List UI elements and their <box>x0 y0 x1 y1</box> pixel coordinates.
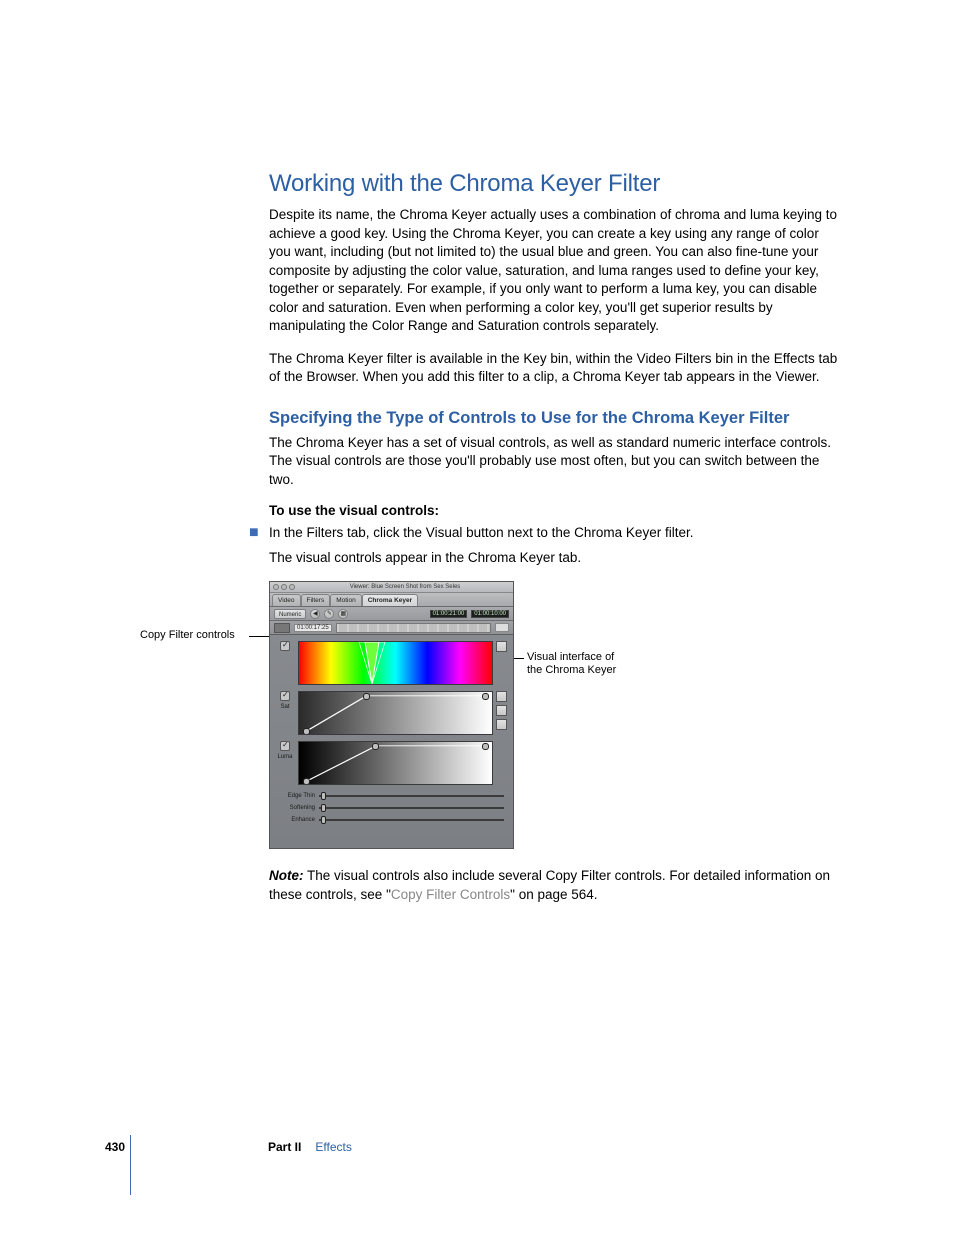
part-label: Part II <box>268 1140 301 1154</box>
tab-video[interactable]: Video <box>272 594 301 606</box>
luma-handle-low[interactable] <box>303 778 310 785</box>
sat-handle-low[interactable] <box>303 728 310 735</box>
callout-right: Visual interface of the Chroma Keyer <box>527 651 616 677</box>
page-number: 430 <box>105 1140 268 1154</box>
callout-right-line1: Visual interface of <box>527 651 614 663</box>
callout-right-line <box>514 658 524 659</box>
luma-handle-high[interactable] <box>482 743 489 750</box>
slider-label-softening: Softening <box>277 805 315 811</box>
slider-knob-softening[interactable] <box>321 804 326 812</box>
eyedropper-icon[interactable]: ✎ <box>324 609 334 619</box>
hue-side-button-1[interactable] <box>496 641 507 652</box>
page-footer: 430 Part II Effects <box>105 1140 845 1154</box>
key-toggle-icon[interactable]: ▦ <box>338 609 348 619</box>
nav-prev-icon[interactable]: ◀ <box>310 609 320 619</box>
slider-track-softening[interactable] <box>319 807 504 809</box>
instruction-heading: To use the visual controls: <box>269 503 839 518</box>
slider-track-edge-thin[interactable] <box>319 795 504 797</box>
slider-track-enhance[interactable] <box>319 819 504 821</box>
heading-main: Working with the Chroma Keyer Filter <box>269 170 839 198</box>
paragraph-1: Despite its name, the Chroma Keyer actua… <box>269 206 839 336</box>
hue-panel <box>275 641 508 685</box>
sat-label: Sat <box>280 704 289 710</box>
sat-panel: Sat <box>275 691 508 735</box>
viewer-title: Viewer: Blue Screen Shot from Sex Seles <box>297 584 513 590</box>
slider-softening: Softening <box>277 803 504 813</box>
bullet-item-1: ■ In the Filters tab, click the Visual b… <box>249 524 839 543</box>
bullet-text-1: In the Filters tab, click the Visual but… <box>269 524 693 543</box>
callout-left: Copy Filter controls <box>140 629 235 642</box>
sat-gradient[interactable] <box>298 691 493 735</box>
timecode-duration: 01:00:21:00 <box>430 610 468 618</box>
figure-chroma-keyer: Copy Filter controls Visual interface of… <box>269 581 839 849</box>
tab-chroma-keyer[interactable]: Chroma Keyer <box>362 594 418 606</box>
viewer-ruler: 01:00:17:25 <box>270 621 513 635</box>
luma-panel: Luma <box>275 741 508 785</box>
tab-motion[interactable]: Motion <box>330 594 362 606</box>
sat-handle-high[interactable] <box>482 693 489 700</box>
hue-enable-checkbox[interactable] <box>280 641 290 651</box>
page-content: Working with the Chroma Keyer Filter Des… <box>269 170 839 918</box>
sat-side-button-3[interactable] <box>496 719 507 730</box>
luma-handle-mid[interactable] <box>372 743 379 750</box>
slider-knob-enhance[interactable] <box>321 816 326 824</box>
xref-copy-filter-controls[interactable]: Copy Filter Controls <box>391 887 510 902</box>
slider-edge-thin: Edge Thin <box>277 791 504 801</box>
bullet-followup: The visual controls appear in the Chroma… <box>269 549 839 568</box>
bullet-glyph: ■ <box>249 524 259 542</box>
note-label: Note: <box>269 868 304 883</box>
slider-label-enhance: Enhance <box>277 817 315 823</box>
viewer-tabs: Video Filters Motion Chroma Keyer <box>270 593 513 607</box>
ruler-timecode: 01:00:17:25 <box>294 624 332 632</box>
viewer-titlebar: Viewer: Blue Screen Shot from Sex Seles <box>270 582 513 593</box>
part-name: Effects <box>315 1140 351 1154</box>
heading-sub: Specifying the Type of Controls to Use f… <box>269 409 839 428</box>
timecode-current: 01:00:10:00 <box>471 610 509 618</box>
traffic-light-zoom-icon[interactable] <box>289 584 295 590</box>
callout-right-line2: the Chroma Keyer <box>527 664 616 676</box>
zoom-icon[interactable] <box>274 623 290 633</box>
traffic-light-min-icon[interactable] <box>281 584 287 590</box>
note-paragraph: Note: The visual controls also include s… <box>269 867 839 904</box>
slider-enhance: Enhance <box>277 815 504 825</box>
sat-side-button-1[interactable] <box>496 691 507 702</box>
paragraph-2: The Chroma Keyer filter is available in … <box>269 350 839 387</box>
luma-label: Luma <box>277 754 292 760</box>
viewer-toolbar: Numeric ◀ ✎ ▦ 01:00:21:00 01:00:10:00 <box>270 607 513 621</box>
ruler-step-icon[interactable] <box>495 623 509 632</box>
ruler-bar[interactable] <box>336 623 491 633</box>
sliders-group: Edge Thin Softening Enhance <box>275 791 508 825</box>
hue-selection-wedge[interactable] <box>357 642 387 684</box>
sat-handle-mid[interactable] <box>363 693 370 700</box>
tab-filters[interactable]: Filters <box>301 594 331 606</box>
numeric-button[interactable]: Numeric <box>274 609 306 619</box>
sat-side-button-2[interactable] <box>496 705 507 716</box>
luma-enable-checkbox[interactable] <box>280 741 290 751</box>
slider-knob-edge-thin[interactable] <box>321 792 326 800</box>
viewer-window: Viewer: Blue Screen Shot from Sex Seles … <box>269 581 514 849</box>
sat-enable-checkbox[interactable] <box>280 691 290 701</box>
slider-label-edge-thin: Edge Thin <box>277 793 315 799</box>
chroma-panels: Sat <box>270 635 513 831</box>
paragraph-3: The Chroma Keyer has a set of visual con… <box>269 434 839 490</box>
luma-gradient[interactable] <box>298 741 493 785</box>
note-text-b: " on page 564. <box>510 887 597 902</box>
hue-strip[interactable] <box>298 641 493 685</box>
traffic-light-close-icon[interactable] <box>273 584 279 590</box>
